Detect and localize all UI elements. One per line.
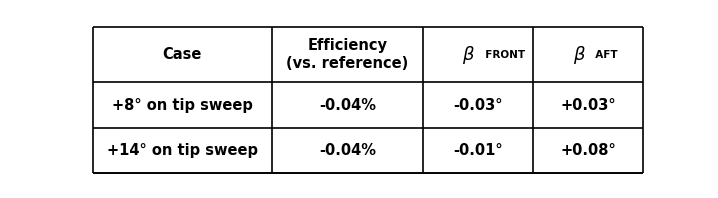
Text: +8° on tip sweep: +8° on tip sweep: [111, 98, 253, 113]
Text: +14° on tip sweep: +14° on tip sweep: [106, 143, 258, 158]
Text: -0.01°: -0.01°: [453, 143, 503, 158]
Text: -0.04%: -0.04%: [319, 98, 376, 113]
Text: +0.03°: +0.03°: [561, 98, 616, 113]
Text: +0.08°: +0.08°: [561, 143, 616, 158]
Text: $\beta$: $\beta$: [462, 44, 475, 66]
Text: -0.04%: -0.04%: [319, 143, 376, 158]
Text: Case: Case: [162, 47, 202, 62]
Text: Efficiency
(vs. reference): Efficiency (vs. reference): [286, 38, 409, 71]
Text: -0.03°: -0.03°: [453, 98, 503, 113]
Text: $\beta$: $\beta$: [572, 44, 586, 66]
Text: FRONT: FRONT: [478, 50, 526, 60]
Text: AFT: AFT: [588, 50, 618, 60]
